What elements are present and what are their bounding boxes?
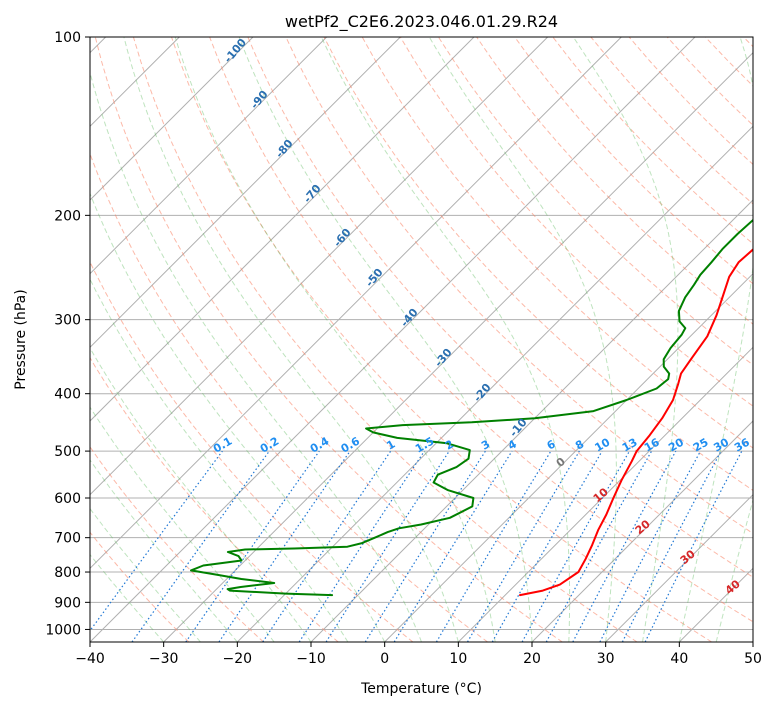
y-tick-label: 500 (54, 444, 81, 460)
y-tick-label: 200 (54, 208, 81, 224)
x-tick-label: −20 (223, 651, 253, 667)
y-tick-label: 400 (54, 387, 81, 403)
y-tick-label: 900 (54, 595, 81, 611)
x-tick-label: 50 (744, 651, 762, 667)
x-tick-label: 30 (597, 651, 615, 667)
y-tick-label: 100 (54, 30, 81, 46)
x-tick-label: 10 (449, 651, 467, 667)
x-tick-label: 0 (380, 651, 389, 667)
chart-title: wetPf2_C2E6.2023.046.01.29.R24 (285, 12, 558, 32)
x-tick-label: −40 (75, 651, 105, 667)
y-tick-label: 700 (54, 531, 81, 547)
x-tick-label: 20 (523, 651, 541, 667)
y-tick-label: 300 (54, 313, 81, 329)
x-tick-label: −10 (296, 651, 326, 667)
y-axis-title: Pressure (hPa) (13, 289, 29, 389)
y-tick-label: 1000 (45, 622, 81, 638)
y-tick-label: 600 (54, 491, 81, 507)
x-tick-label: 40 (670, 651, 688, 667)
y-tick-label: 800 (54, 565, 81, 581)
x-tick-label: −30 (149, 651, 179, 667)
x-axis-title: Temperature (°C) (360, 681, 482, 697)
